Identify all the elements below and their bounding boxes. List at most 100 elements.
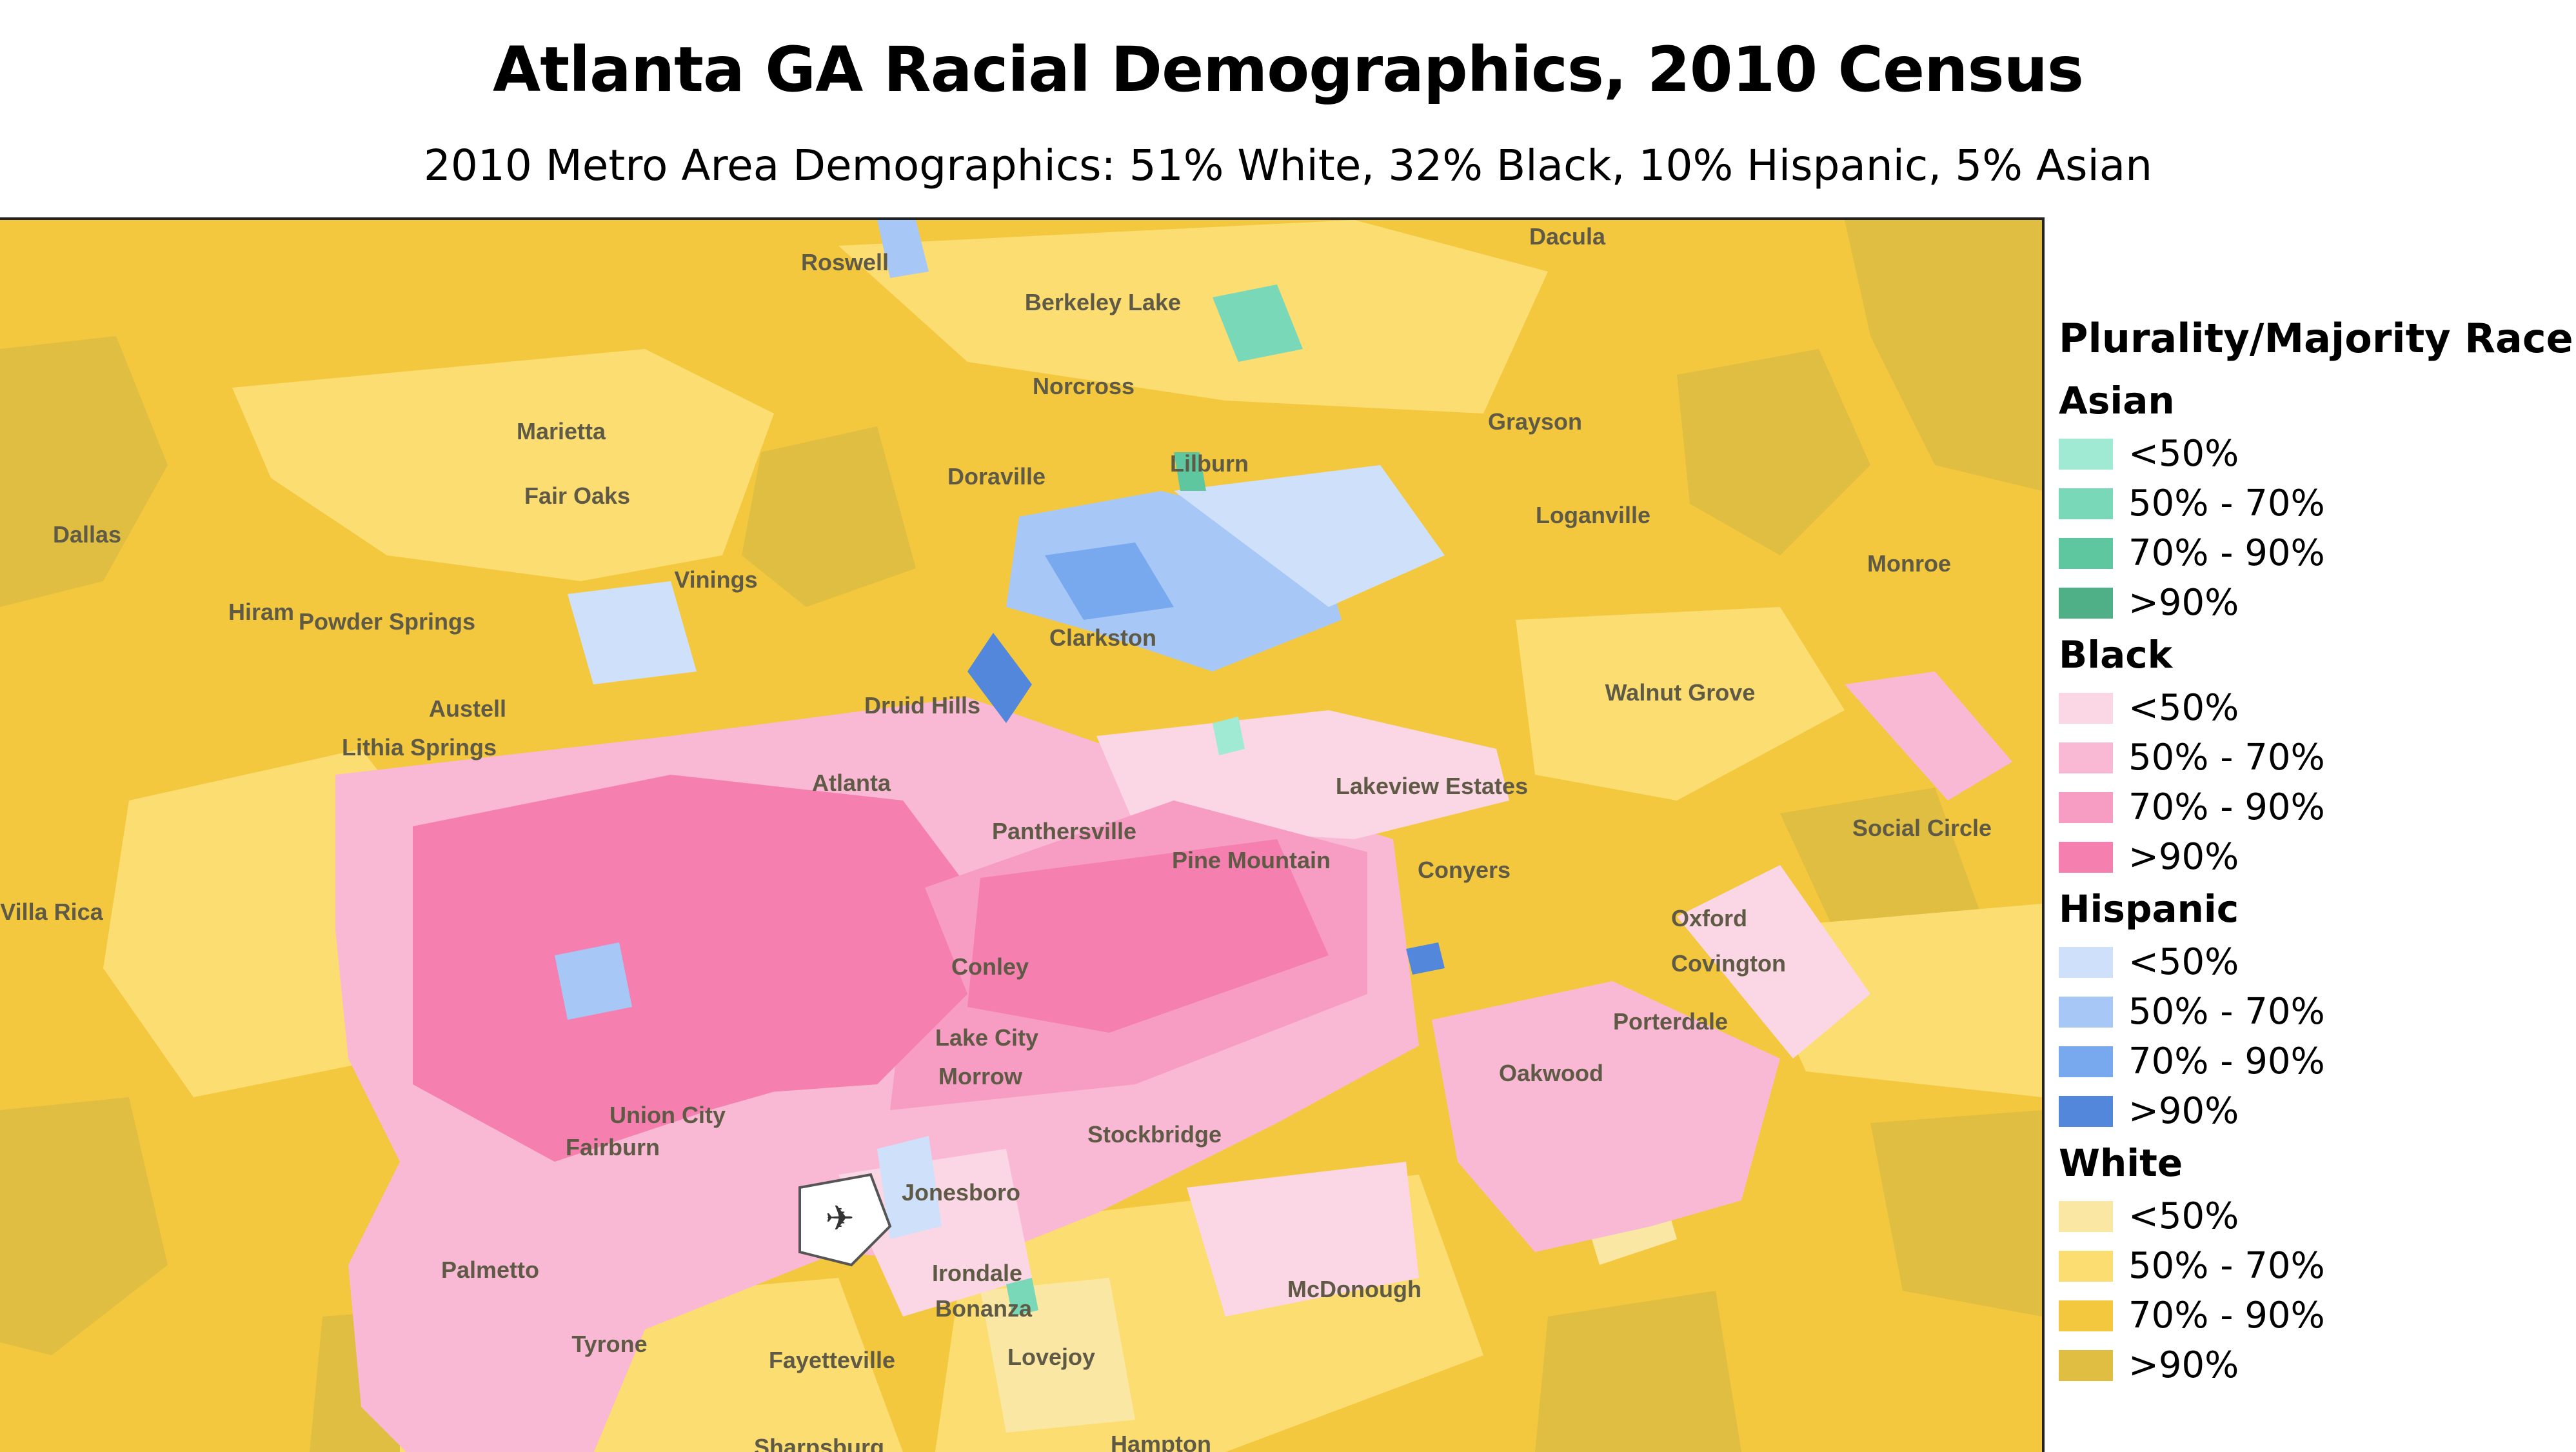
map-canvas[interactable]: ✈ Roswell Dacula Berkeley Lake Norcross Mari… [0, 220, 2042, 1452]
legend-item: >90% [2059, 578, 2575, 628]
legend-label: 50% - 70% [2128, 737, 2325, 779]
legend-label: <50% [2128, 1195, 2239, 1237]
place-label: Norcross [1033, 373, 1134, 399]
place-label: Irondale [932, 1260, 1022, 1286]
place-label: Walnut Grove [1605, 679, 1756, 706]
legend-label: >90% [2128, 582, 2239, 624]
place-label: Druid Hills [864, 692, 980, 719]
legend-item: <50% [2059, 937, 2575, 987]
place-label: Jonesboro [902, 1179, 1020, 1206]
place-label: Hampton [1111, 1431, 1211, 1452]
place-label: Porterdale [1613, 1008, 1728, 1035]
legend-label: 70% - 90% [2128, 532, 2325, 574]
place-label: Oakwood [1499, 1060, 1603, 1086]
legend-swatch [2059, 1046, 2113, 1077]
legend-item: 70% - 90% [2059, 782, 2575, 832]
place-label: Vinings [674, 566, 757, 593]
place-label: Conyers [1418, 857, 1511, 883]
legend-label: 70% - 90% [2128, 1040, 2325, 1082]
place-label: Austell [429, 695, 506, 722]
legend-item: >90% [2059, 1340, 2575, 1390]
place-label: Doraville [947, 463, 1045, 490]
legend-label: <50% [2128, 433, 2239, 475]
legend-swatch [2059, 1200, 2113, 1232]
legend-swatch [2059, 791, 2113, 823]
legend-swatch [2059, 1250, 2113, 1282]
place-label: Grayson [1488, 408, 1582, 435]
place-label: Berkeley Lake [1025, 289, 1181, 315]
place-label: Villa Rica [0, 899, 103, 925]
place-label: Union City [609, 1102, 726, 1128]
legend-item: <50% [2059, 429, 2575, 479]
legend-item: 70% - 90% [2059, 1291, 2575, 1340]
place-label: Sharpsburg [754, 1434, 884, 1452]
legend-swatch [2059, 742, 2113, 773]
legend-group-title: Asian [2059, 379, 2175, 423]
legend-label: >90% [2128, 836, 2239, 878]
legend-group-white: White <50% 50% - 70% 70% - 90% >90% [2059, 1141, 2575, 1390]
legend-item: >90% [2059, 832, 2575, 882]
legend-swatch [2059, 841, 2113, 873]
map-panel[interactable]: ✈ Roswell Dacula Berkeley Lake Norcross Mari… [0, 217, 2045, 1452]
place-label: Fairburn [566, 1134, 660, 1160]
legend-label: 50% - 70% [2128, 1245, 2325, 1287]
legend-label: >90% [2128, 1344, 2239, 1386]
legend-swatch [2059, 438, 2113, 470]
legend-swatch [2059, 488, 2113, 519]
legend-item: 50% - 70% [2059, 987, 2575, 1037]
place-label: Lilburn [1170, 450, 1249, 477]
place-label: Conley [951, 953, 1029, 980]
airport-icon: ✈ [798, 1173, 892, 1267]
place-label: Lithia Springs [342, 734, 497, 761]
legend-swatch [2059, 1095, 2113, 1127]
legend-swatch [2059, 692, 2113, 724]
legend-item: 50% - 70% [2059, 733, 2575, 782]
legend-swatch [2059, 1300, 2113, 1331]
place-label: Palmetto [441, 1257, 539, 1283]
place-label: McDonough [1287, 1276, 1422, 1302]
page-title: Atlanta GA Racial Demographics, 2010 Cen… [492, 34, 2084, 106]
legend-swatch [2059, 996, 2113, 1028]
legend-label: >90% [2128, 1090, 2239, 1132]
place-label: Lovejoy [1007, 1344, 1095, 1370]
place-label: Fair Oaks [524, 482, 630, 509]
legend-item: <50% [2059, 683, 2575, 733]
place-label: Powder Springs [299, 608, 475, 635]
legend-label: 70% - 90% [2128, 1295, 2325, 1337]
legend-group-title: Hispanic [2059, 887, 2239, 931]
legend-swatch [2059, 537, 2113, 569]
place-label: Atlanta [812, 770, 891, 796]
legend-label: 50% - 70% [2128, 482, 2325, 524]
hispanic-zones [555, 220, 1445, 1239]
place-label: Lake City [935, 1024, 1038, 1051]
place-label: Panthersville [992, 818, 1136, 844]
legend-swatch [2059, 946, 2113, 978]
place-label: Lakeview Estates [1336, 773, 1528, 799]
legend-swatch [2059, 1349, 2113, 1381]
svg-text:✈: ✈ [825, 1198, 854, 1238]
legend-item: 50% - 70% [2059, 479, 2575, 528]
legend: Plurality/Majority Race Asian <50% 50% -… [2059, 315, 2575, 1390]
place-label: Hiram [228, 599, 294, 625]
place-label: Fayetteville [769, 1347, 895, 1373]
legend-group-title: Black [2059, 633, 2173, 677]
legend-label: 50% - 70% [2128, 991, 2325, 1033]
page-subtitle: 2010 Metro Area Demographics: 51% White,… [423, 141, 2153, 190]
asian-zones [1006, 284, 1303, 1317]
legend-label: <50% [2128, 941, 2239, 983]
black-zones [335, 671, 2012, 1452]
place-label: Oxford [1671, 905, 1747, 931]
legend-group-title: White [2059, 1141, 2183, 1185]
place-label: Roswell [801, 249, 889, 275]
place-label: Marietta [517, 418, 606, 444]
place-label: Morrow [938, 1063, 1023, 1089]
place-label: Loganville [1536, 502, 1650, 528]
legend-label: 70% - 90% [2128, 786, 2325, 828]
place-label: Stockbridge [1087, 1121, 1222, 1148]
legend-group-black: Black <50% 50% - 70% 70% - 90% >90% [2059, 633, 2575, 882]
place-label: Pine Mountain [1172, 847, 1331, 873]
place-labels: Roswell Dacula Berkeley Lake Norcross Mariet… [0, 223, 1992, 1452]
legend-item: 70% - 90% [2059, 1037, 2575, 1086]
legend-label: <50% [2128, 687, 2239, 729]
legend-item: 70% - 90% [2059, 528, 2575, 578]
